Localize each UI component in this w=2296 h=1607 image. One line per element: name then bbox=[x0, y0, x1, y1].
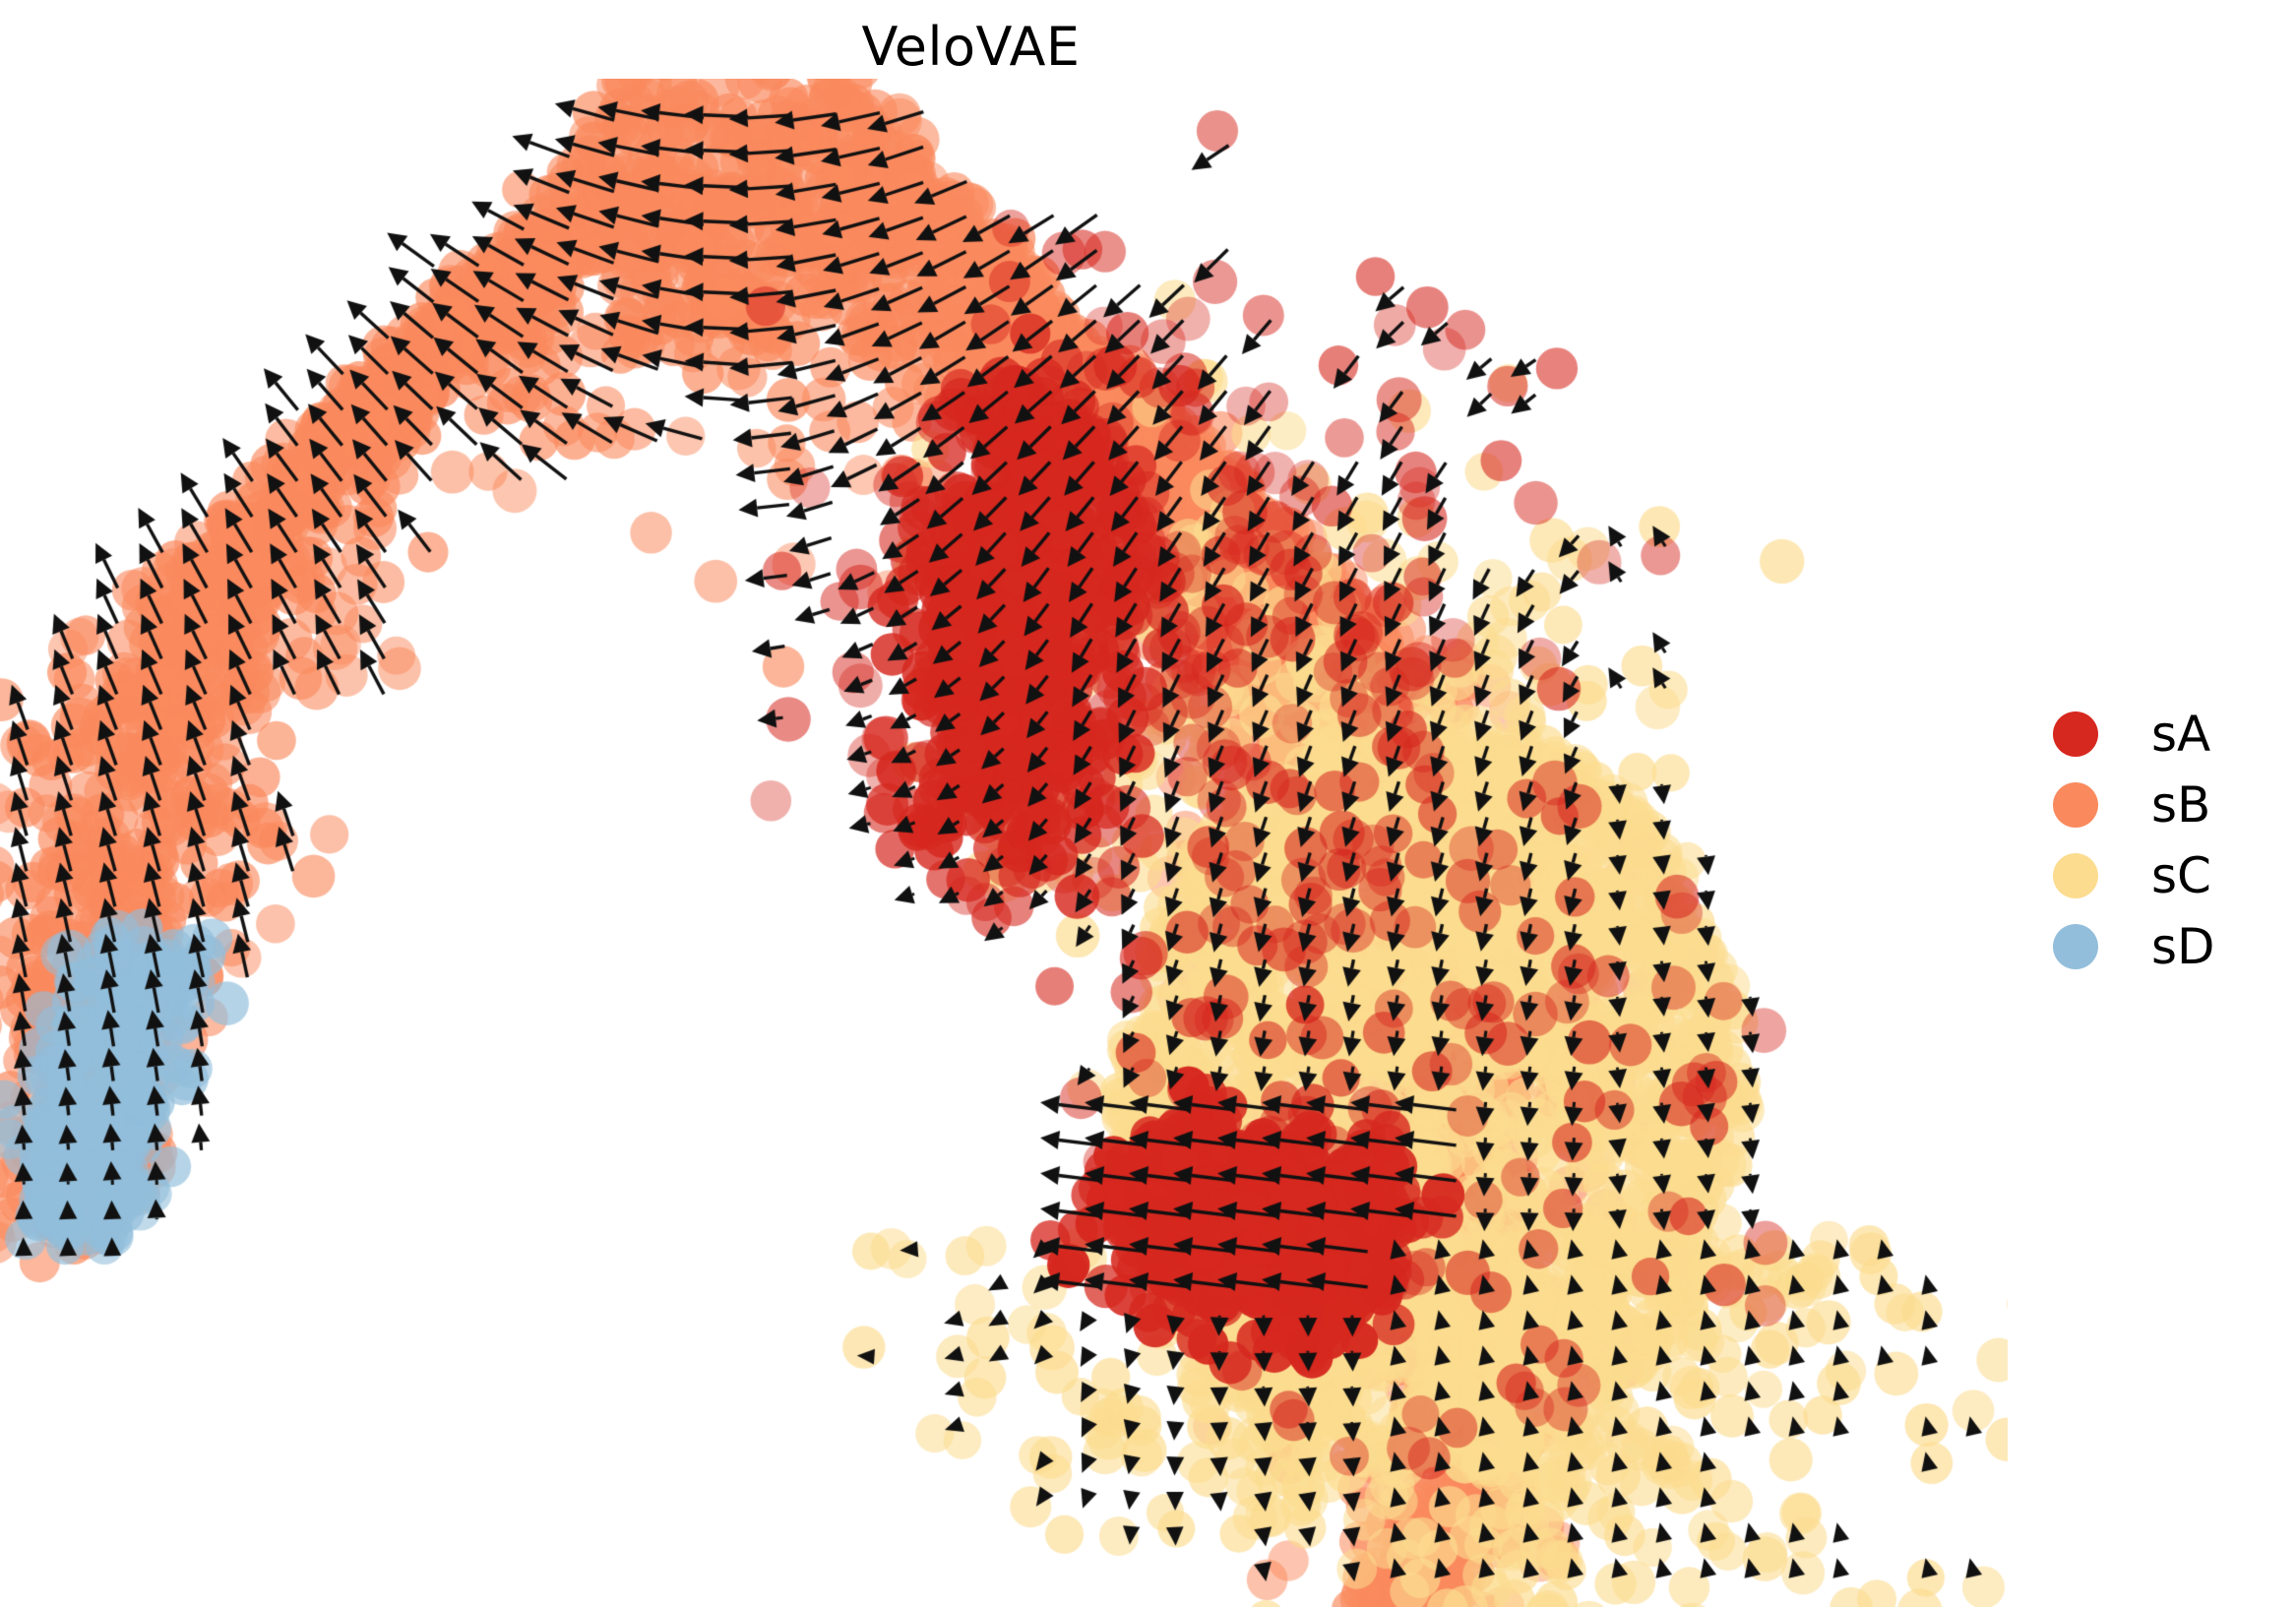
legend-swatch-sC bbox=[2053, 853, 2098, 898]
legend-item-sA[interactable]: sA bbox=[2053, 699, 2289, 770]
legend-item-sD[interactable]: sD bbox=[2053, 911, 2289, 982]
legend-label-sB: sB bbox=[2151, 776, 2211, 834]
legend-swatch-sD bbox=[2053, 924, 2098, 969]
page-title: VeloVAE bbox=[861, 16, 1081, 78]
legend-label-sC: sC bbox=[2151, 847, 2211, 904]
legend-item-sB[interactable]: sB bbox=[2053, 770, 2289, 840]
legend-swatch-sB bbox=[2053, 782, 2098, 828]
legend-label-sA: sA bbox=[2151, 706, 2211, 763]
legend-label-sD: sD bbox=[2151, 918, 2215, 975]
legend-item-sC[interactable]: sC bbox=[2053, 840, 2289, 911]
legend-swatch-sA bbox=[2053, 711, 2098, 757]
legend: sA sB sC sD bbox=[2053, 699, 2289, 982]
scatter-axes bbox=[0, 79, 2008, 1607]
velocity-arrows-layer bbox=[0, 79, 2008, 1607]
